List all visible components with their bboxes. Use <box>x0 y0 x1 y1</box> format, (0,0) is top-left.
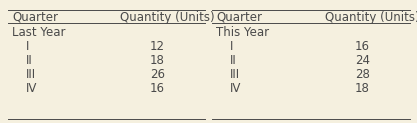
Text: II: II <box>26 54 33 67</box>
Text: 12: 12 <box>150 39 165 53</box>
Text: I: I <box>230 39 234 53</box>
Text: II: II <box>230 54 237 67</box>
Text: IV: IV <box>26 82 38 94</box>
Text: Quarter: Quarter <box>216 10 262 23</box>
Text: 26: 26 <box>150 68 165 80</box>
Text: 18: 18 <box>150 54 165 67</box>
Text: Quantity (Units): Quantity (Units) <box>325 10 417 23</box>
Text: 16: 16 <box>355 39 370 53</box>
Text: III: III <box>26 68 36 80</box>
Text: This Year: This Year <box>216 26 269 39</box>
Text: 18: 18 <box>355 82 370 94</box>
Text: 28: 28 <box>355 68 370 80</box>
Text: 16: 16 <box>150 82 165 94</box>
Text: III: III <box>230 68 240 80</box>
Text: Quantity (Units): Quantity (Units) <box>120 10 215 23</box>
Text: Last Year: Last Year <box>12 26 65 39</box>
Text: IV: IV <box>230 82 241 94</box>
Text: Quarter: Quarter <box>12 10 58 23</box>
Text: I: I <box>26 39 29 53</box>
Text: 24: 24 <box>355 54 370 67</box>
